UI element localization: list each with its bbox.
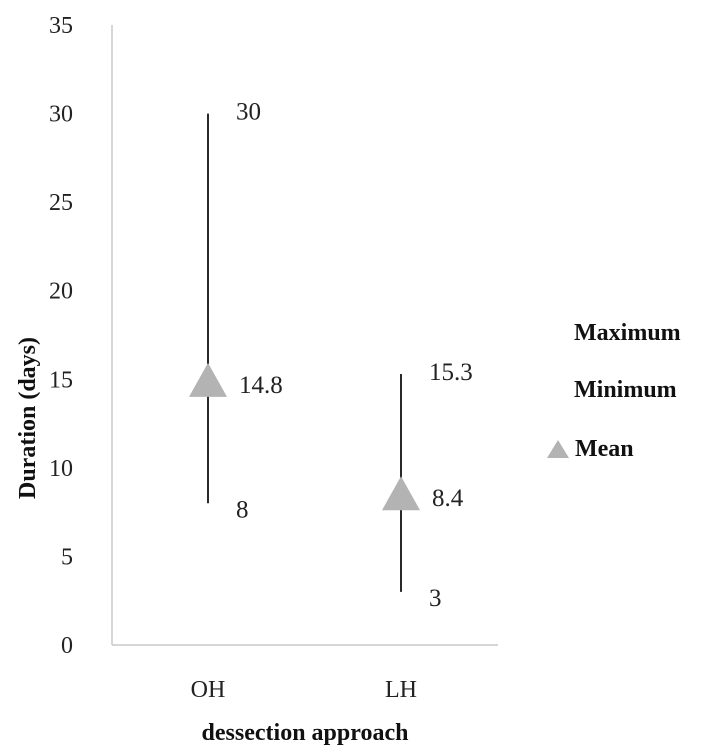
data-label-minimum: 8 bbox=[236, 496, 249, 523]
legend: Maximum Minimum Mean bbox=[547, 320, 681, 462]
legend-item-maximum: Maximum bbox=[574, 320, 681, 346]
y-tick-labels: 0 5 10 15 20 25 30 35 bbox=[49, 13, 73, 659]
data-label-minimum: 3 bbox=[429, 585, 442, 612]
data-label-mean: 8.4 bbox=[432, 485, 464, 512]
legend-mean-marker-icon bbox=[547, 440, 569, 458]
mean-marker bbox=[189, 362, 227, 397]
data-label-maximum: 15.3 bbox=[429, 359, 473, 386]
x-tick-label: OH bbox=[191, 677, 226, 703]
data-label-mean: 14.8 bbox=[239, 372, 283, 399]
x-axis-title: dessection approach bbox=[202, 720, 409, 746]
y-tick-label: 10 bbox=[49, 456, 73, 482]
y-axis-title: Duration (days) bbox=[15, 337, 41, 499]
y-tick-label: 0 bbox=[61, 633, 73, 659]
mean-marker bbox=[382, 476, 420, 511]
y-tick-label: 15 bbox=[49, 367, 73, 393]
y-tick-label: 20 bbox=[49, 279, 73, 305]
y-tick-label: 5 bbox=[61, 544, 73, 570]
data-labels: 30 14.8 8 15.3 8.4 3 bbox=[236, 99, 473, 612]
data-label-maximum: 30 bbox=[236, 99, 261, 126]
mean-markers bbox=[189, 362, 420, 511]
x-tick-labels: OH LH bbox=[191, 677, 417, 703]
legend-item-mean: Mean bbox=[575, 436, 634, 462]
y-tick-label: 30 bbox=[49, 102, 73, 128]
legend-item-minimum: Minimum bbox=[574, 377, 677, 403]
y-tick-label: 35 bbox=[49, 13, 73, 39]
x-tick-label: LH bbox=[385, 677, 417, 703]
y-tick-label: 25 bbox=[49, 190, 73, 216]
